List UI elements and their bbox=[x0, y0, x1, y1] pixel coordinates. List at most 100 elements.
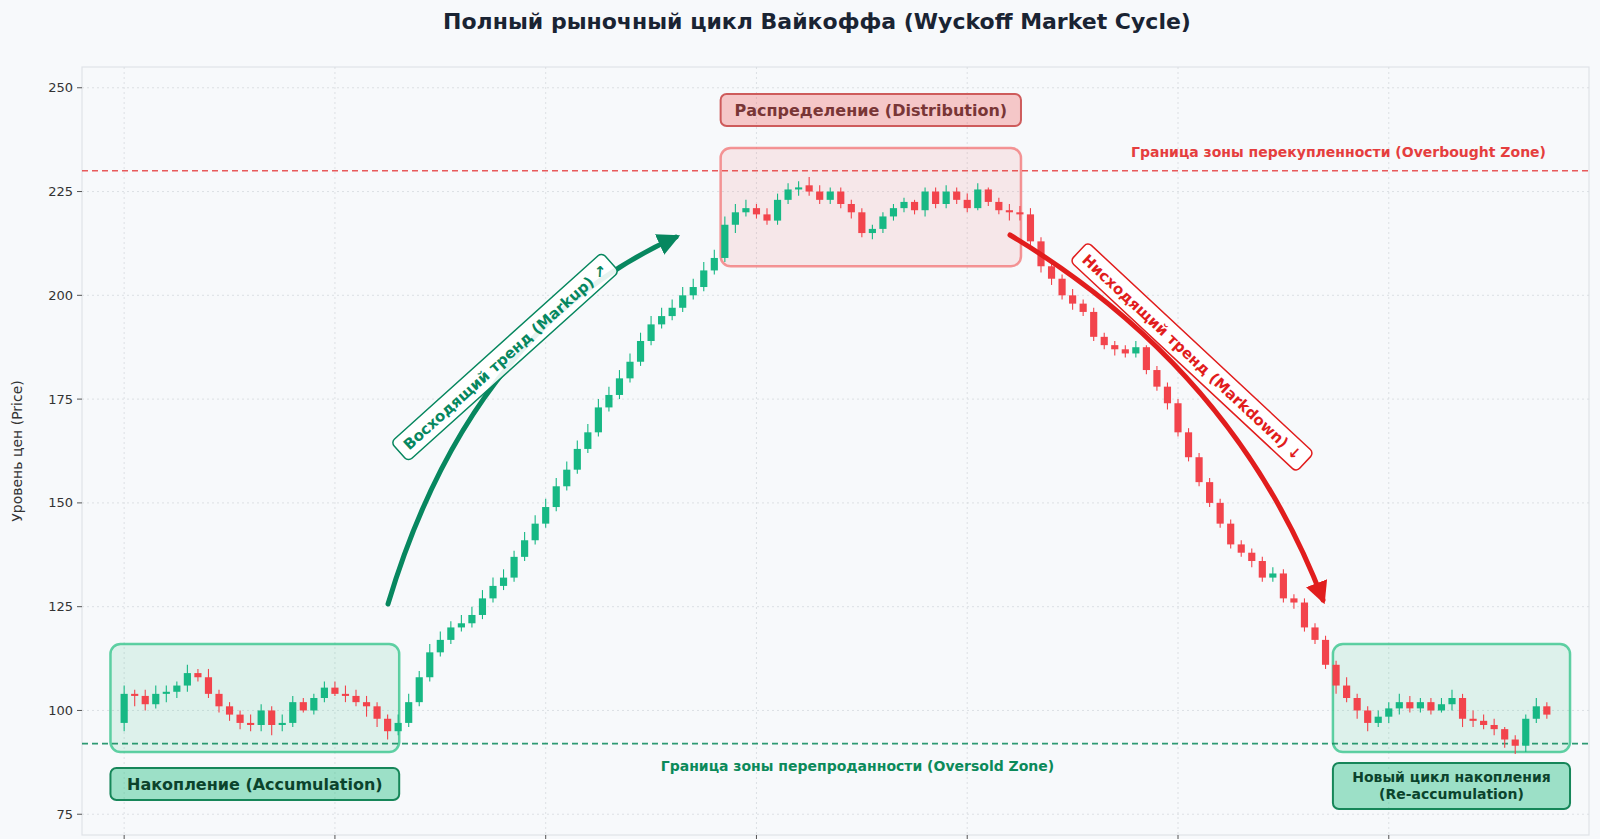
candle-body bbox=[489, 586, 496, 598]
x-tick bbox=[334, 835, 335, 839]
candle-body bbox=[879, 216, 886, 228]
candle-body bbox=[1164, 387, 1171, 404]
candle-body bbox=[1122, 349, 1129, 353]
trend-label-box bbox=[391, 252, 619, 461]
candle-body bbox=[300, 702, 307, 710]
candle-body bbox=[1322, 640, 1329, 665]
candle-body bbox=[215, 694, 222, 706]
candle-body bbox=[1459, 698, 1466, 719]
candle-body bbox=[1427, 702, 1434, 710]
candle-body bbox=[416, 677, 423, 702]
reference-line bbox=[82, 743, 1589, 745]
candle-body bbox=[279, 723, 286, 725]
candle-body bbox=[690, 287, 697, 295]
candle-body bbox=[1016, 212, 1023, 214]
candle-body bbox=[236, 715, 243, 723]
markdown-arrow bbox=[1010, 235, 1323, 600]
candle-body bbox=[837, 192, 844, 204]
candle-body bbox=[900, 202, 907, 208]
candle-body bbox=[647, 324, 654, 341]
candle-body bbox=[1006, 210, 1013, 212]
y-tick bbox=[77, 399, 82, 400]
candle-body bbox=[753, 208, 760, 214]
candle-body bbox=[553, 486, 560, 507]
candle-body bbox=[173, 686, 180, 692]
candle-body bbox=[121, 694, 128, 723]
candle-body bbox=[226, 706, 233, 714]
y-tick-label: 225 bbox=[48, 184, 73, 199]
candle-body bbox=[342, 694, 349, 696]
candle-wick bbox=[134, 690, 135, 707]
candle-body bbox=[616, 378, 623, 395]
trend-label: Нисходящий тренд (Markdown) ↓ bbox=[1070, 242, 1314, 472]
candle-body bbox=[816, 192, 823, 200]
candle-body bbox=[1417, 702, 1424, 708]
candle-body bbox=[205, 677, 212, 694]
candle-body bbox=[1406, 702, 1413, 708]
y-axis-label: Уровень цен (Price) bbox=[9, 380, 25, 522]
y-tick-label: 100 bbox=[48, 703, 73, 718]
candle-body bbox=[363, 702, 370, 706]
candle-body bbox=[869, 229, 876, 233]
candle-body bbox=[858, 212, 865, 233]
regions bbox=[110, 148, 1570, 752]
candle-body bbox=[626, 362, 633, 379]
candle-body bbox=[1343, 686, 1350, 698]
candle-body bbox=[1259, 561, 1266, 578]
candle-body bbox=[1480, 721, 1487, 725]
trend-label-text: Восходящий тренд (Markup) ↗ bbox=[400, 261, 611, 454]
candle-body bbox=[964, 200, 971, 208]
candle-body bbox=[500, 578, 507, 586]
candle-body bbox=[637, 341, 644, 362]
candle-body bbox=[258, 710, 265, 725]
candle-body bbox=[1174, 403, 1181, 432]
chart-svg: 75100125150175200225250Полный рыночный ц… bbox=[0, 0, 1600, 839]
candle-body bbox=[1448, 698, 1455, 704]
candle-body bbox=[1069, 295, 1076, 303]
candle-wick bbox=[345, 686, 346, 703]
trend-arrows bbox=[388, 235, 1323, 604]
candle-body bbox=[331, 688, 338, 694]
candle-wick bbox=[1009, 204, 1010, 221]
y-grid-line bbox=[82, 502, 1589, 503]
candle-body bbox=[352, 696, 359, 702]
y-tick-label: 75 bbox=[56, 807, 73, 822]
candle-body bbox=[1469, 719, 1476, 721]
candle-body bbox=[1101, 337, 1108, 345]
chart-root: 75100125150175200225250Полный рыночный ц… bbox=[0, 0, 1600, 839]
candle-body bbox=[1438, 704, 1445, 710]
region-box bbox=[721, 148, 1021, 266]
candle-body bbox=[1375, 717, 1382, 723]
candle-body bbox=[184, 673, 191, 685]
region-label-box bbox=[1333, 763, 1570, 809]
candle-body bbox=[1248, 553, 1255, 561]
candle-body bbox=[784, 189, 791, 199]
candle-body bbox=[131, 694, 138, 696]
candle-body bbox=[1048, 266, 1055, 278]
candle-body bbox=[669, 308, 676, 316]
y-tick-label: 175 bbox=[48, 392, 73, 407]
region-label: (Re-accumulation) bbox=[1379, 786, 1524, 802]
candle-body bbox=[1206, 482, 1213, 503]
candle-body bbox=[700, 270, 707, 287]
reference-lines bbox=[82, 171, 1589, 744]
candle-body bbox=[1195, 457, 1202, 482]
y-grid-line bbox=[82, 814, 1589, 815]
candle-body bbox=[194, 673, 201, 677]
candle-body bbox=[1332, 665, 1339, 686]
y-tick bbox=[77, 710, 82, 711]
y-grid-line bbox=[82, 295, 1589, 296]
chart-title: Полный рыночный цикл Вайкоффа (Wyckoff M… bbox=[443, 9, 1191, 34]
reference-line bbox=[82, 170, 1589, 172]
candle-body bbox=[1269, 573, 1276, 577]
candle-body bbox=[1058, 279, 1065, 296]
candle-body bbox=[995, 202, 1002, 210]
grid bbox=[82, 67, 1589, 835]
candle-body bbox=[268, 710, 275, 725]
x-tick bbox=[756, 835, 757, 839]
y-tick bbox=[77, 606, 82, 607]
candle-body bbox=[373, 706, 380, 718]
x-tick bbox=[1388, 835, 1389, 839]
candle-body bbox=[711, 258, 718, 270]
y-tick bbox=[77, 814, 82, 815]
